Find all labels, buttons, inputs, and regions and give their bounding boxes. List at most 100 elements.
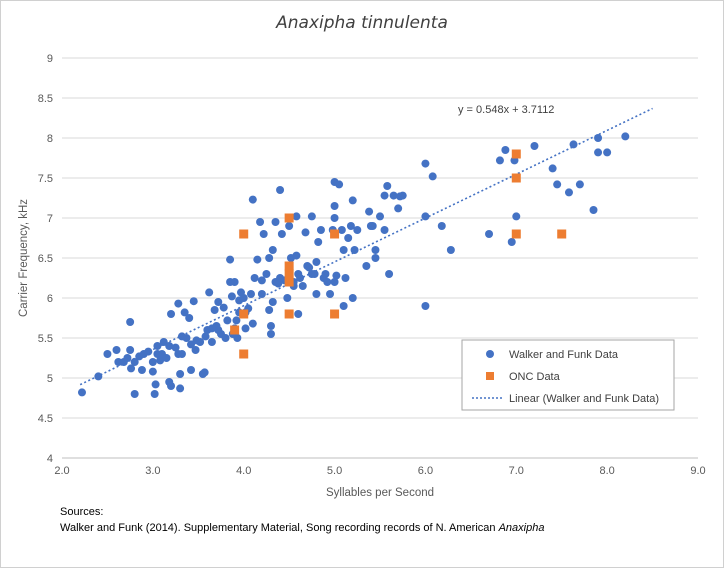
- point-walker-funk: [383, 182, 392, 190]
- point-walker-funk: [507, 238, 516, 246]
- point-walker-funk: [292, 212, 301, 221]
- point-walker-funk: [339, 302, 348, 310]
- point-walker-funk: [501, 146, 510, 154]
- y-tick-label: 4: [47, 453, 53, 465]
- point-walker-funk: [353, 226, 362, 234]
- point-walker-funk: [185, 314, 194, 322]
- y-tick-label: 7.5: [38, 173, 53, 185]
- point-walker-funk: [232, 316, 241, 325]
- point-onc: [239, 229, 249, 239]
- point-walker-funk: [283, 294, 292, 302]
- sources-citation: Walker and Funk (2014). Supplementary Ma…: [60, 520, 544, 536]
- point-onc: [511, 173, 521, 183]
- point-walker-funk: [130, 358, 139, 366]
- point-walker-funk: [376, 212, 384, 221]
- point-walker-funk: [248, 195, 257, 204]
- point-walker-funk: [312, 258, 321, 266]
- point-walker-funk: [207, 338, 216, 346]
- point-onc: [511, 229, 521, 239]
- point-walker-funk: [262, 270, 271, 278]
- y-tick-label: 4.5: [38, 413, 53, 425]
- point-walker-funk: [210, 306, 219, 314]
- legend-marker-walker-funk: [486, 350, 494, 358]
- point-onc: [557, 229, 567, 239]
- point-walker-funk: [123, 354, 132, 362]
- chart-title: Anaxipha tinnulenta: [275, 13, 448, 33]
- point-onc: [284, 309, 294, 319]
- point-walker-funk: [285, 222, 294, 230]
- point-walker-funk: [112, 346, 121, 354]
- point-walker-funk: [421, 159, 430, 168]
- point-walker-funk: [365, 207, 374, 216]
- point-walker-funk: [256, 218, 265, 226]
- x-tick-label: 8.0: [599, 465, 614, 477]
- point-walker-funk: [589, 206, 598, 214]
- point-walker-funk: [530, 142, 539, 150]
- point-walker-funk: [127, 364, 136, 373]
- point-walker-funk: [241, 324, 250, 333]
- point-walker-funk: [268, 246, 277, 254]
- point-walker-funk: [316, 226, 325, 234]
- x-tick-label: 3.0: [145, 465, 160, 477]
- point-walker-funk: [294, 310, 303, 318]
- trendline-equation: y = 0.548x + 3.7112: [458, 104, 554, 116]
- point-walker-funk: [341, 274, 350, 282]
- point-onc: [284, 277, 294, 287]
- point-walker-funk: [144, 347, 153, 356]
- point-walker-funk: [156, 356, 165, 365]
- point-walker-funk: [201, 332, 210, 341]
- point-walker-funk: [148, 358, 157, 366]
- point-walker-funk: [314, 238, 323, 246]
- point-walker-funk: [326, 290, 335, 298]
- point-walker-funk: [569, 140, 578, 149]
- point-walker-funk: [548, 164, 557, 173]
- point-walker-funk: [77, 388, 86, 397]
- point-walker-funk: [575, 180, 584, 189]
- x-tick-label: 2.0: [54, 465, 69, 477]
- point-walker-funk: [248, 319, 257, 328]
- point-walker-funk: [257, 276, 266, 285]
- point-walker-funk: [321, 270, 330, 278]
- point-walker-funk: [167, 382, 176, 390]
- point-walker-funk: [276, 186, 285, 194]
- point-walker-funk: [239, 294, 248, 302]
- y-tick-label: 6: [47, 293, 53, 305]
- x-axis-title: Syllables per Second: [326, 487, 434, 499]
- point-walker-funk: [174, 299, 183, 308]
- point-walker-funk: [150, 390, 159, 398]
- point-walker-funk: [233, 334, 242, 342]
- point-walker-funk: [446, 246, 455, 254]
- point-walker-funk: [266, 330, 275, 338]
- point-walker-funk: [227, 292, 236, 301]
- point-walker-funk: [398, 191, 407, 200]
- point-walker-funk: [335, 180, 344, 189]
- point-walker-funk: [182, 334, 191, 342]
- point-walker-funk: [495, 156, 504, 165]
- point-onc: [330, 229, 340, 239]
- point-walker-funk: [362, 262, 371, 270]
- point-walker-funk: [214, 298, 223, 306]
- point-walker-funk: [603, 148, 612, 157]
- point-walker-funk: [371, 246, 380, 254]
- point-onc: [284, 213, 294, 223]
- point-walker-funk: [226, 255, 235, 264]
- point-walker-funk: [307, 212, 316, 221]
- citation-text: Walker and Funk (2014). Supplementary Ma…: [60, 522, 499, 534]
- point-walker-funk: [219, 303, 228, 312]
- point-walker-funk: [564, 188, 573, 197]
- point-walker-funk: [389, 191, 398, 200]
- point-walker-funk: [187, 366, 196, 374]
- point-walker-funk: [277, 230, 286, 238]
- point-walker-funk: [421, 212, 430, 221]
- point-walker-funk: [253, 255, 262, 264]
- point-walker-funk: [151, 380, 160, 389]
- point-walker-funk: [348, 196, 357, 205]
- point-walker-funk: [437, 222, 446, 230]
- point-walker-funk: [594, 134, 603, 142]
- point-walker-funk: [312, 290, 321, 298]
- x-tick-label: 7.0: [509, 465, 524, 477]
- legend-label-onc: ONC Data: [509, 371, 561, 383]
- sources-heading: Sources:: [60, 506, 104, 518]
- point-walker-funk: [266, 322, 275, 330]
